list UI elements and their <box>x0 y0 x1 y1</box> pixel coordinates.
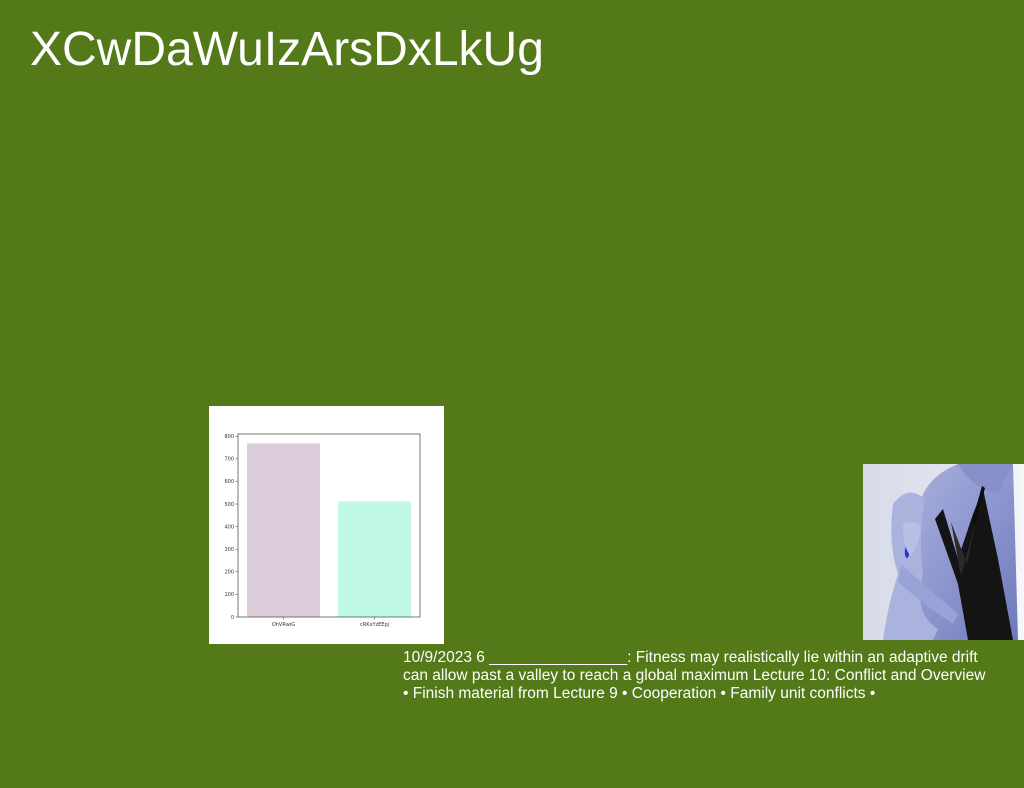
portrait-photo <box>863 464 1024 640</box>
bar-chart-svg: 0 100 200 300 400 500 600 700 800 OhVRwiG cRKxYzE… <box>224 433 421 628</box>
bar-chart: 0 100 200 300 400 500 600 700 800 OhVRwiG cRKxYzE… <box>209 406 444 644</box>
page-title: XCwDaWuIzArsDxLkUg <box>30 23 544 76</box>
chart-bar-1 <box>338 501 411 617</box>
chart-y-axis: 0 100 200 300 400 500 600 700 800 <box>224 434 238 621</box>
chart-x-axis: OhVRwiG cRKxYzEEpj <box>272 617 389 628</box>
chart-x-tick-label: OhVRwiG <box>272 622 295 628</box>
chart-y-tick-label: 400 <box>224 524 234 530</box>
chart-y-tick-label: 500 <box>224 502 234 508</box>
chart-y-tick-label: 200 <box>224 570 234 576</box>
chart-y-tick-label: 300 <box>224 547 234 553</box>
chart-bar-0 <box>247 443 320 617</box>
chart-x-tick-label: cRKxYzEEpj <box>360 622 389 628</box>
chart-bars <box>247 443 411 617</box>
chart-y-tick-label: 800 <box>224 434 234 440</box>
chart-y-tick-label: 700 <box>224 457 234 463</box>
body-text: 10/9/2023 6 ________________: Fitness ma… <box>403 649 986 702</box>
chart-y-tick-label: 100 <box>224 592 234 598</box>
woman-portrait-photo <box>863 464 1024 640</box>
chart-y-tick-label: 0 <box>231 615 234 621</box>
chart-plot-frame <box>237 433 421 618</box>
chart-y-tick-label: 600 <box>224 479 234 485</box>
